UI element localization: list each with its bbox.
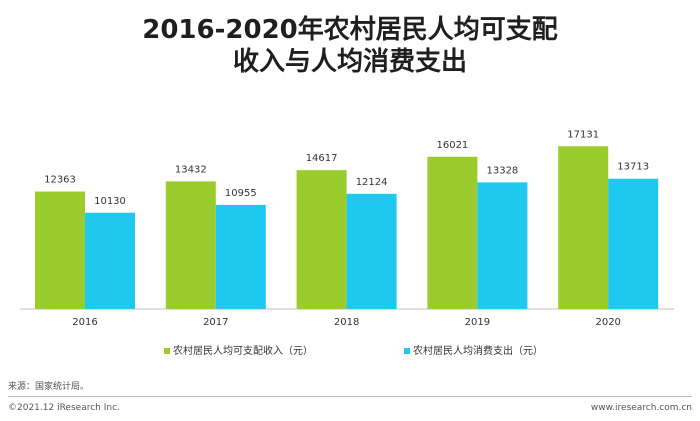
bar-2020-series-2 (608, 178, 659, 309)
legend-swatch-series-1 (164, 348, 170, 354)
footer-divider (8, 396, 692, 397)
bar-2018-series-1 (296, 170, 347, 309)
copyright-text: ©2021.12 iResearch Inc. (8, 403, 120, 413)
bar-2019-series-2 (477, 182, 528, 309)
bar-2017-series-1 (165, 181, 216, 309)
data-label-2019-series-2: 13328 (486, 165, 518, 176)
data-label-2016-series-1: 12363 (44, 175, 76, 186)
legend-label-series-1: 农村居民人均可支配收入（元） (173, 344, 313, 357)
data-label-2019-series-1: 16021 (436, 140, 468, 151)
bar-2018-series-2 (346, 193, 397, 309)
source-note: 来源：国家统计局。 (8, 382, 90, 392)
data-label-2020-series-1: 17131 (567, 129, 599, 140)
data-label-2018-series-1: 14617 (306, 153, 338, 164)
x-tick-label-2019: 2019 (465, 317, 490, 328)
chart-title-line-2: 收入与人均消费支出 (232, 47, 467, 77)
bar-2017-series-2 (215, 204, 266, 309)
bar-2020-series-1 (558, 146, 609, 309)
x-tick-label-2016: 2016 (72, 317, 97, 328)
x-tick-label-2017: 2017 (203, 317, 228, 328)
bar-2016-series-2 (85, 212, 135, 309)
legend-swatch-series-2 (404, 348, 410, 354)
data-label-2017-series-1: 13432 (175, 164, 207, 175)
data-label-2016-series-2: 10130 (94, 196, 126, 207)
chart-title: 2016-2020年农村居民人均可支配 收入与人均消费支出 (0, 14, 700, 78)
legend-label-series-2: 农村居民人均消费支出（元） (413, 344, 543, 357)
x-tick-label-2018: 2018 (334, 317, 359, 328)
bar-2019-series-1 (427, 156, 478, 309)
website-text: www.iresearch.com.cn (590, 403, 692, 413)
data-label-2018-series-2: 12124 (356, 177, 388, 188)
chart-title-line-1: 2016-2020年农村居民人均可支配 (142, 15, 558, 45)
data-label-2020-series-2: 13713 (617, 162, 649, 173)
data-label-2017-series-2: 10955 (225, 188, 257, 199)
x-tick-label-2020: 2020 (595, 317, 620, 328)
bar-2016-series-1 (35, 191, 85, 309)
